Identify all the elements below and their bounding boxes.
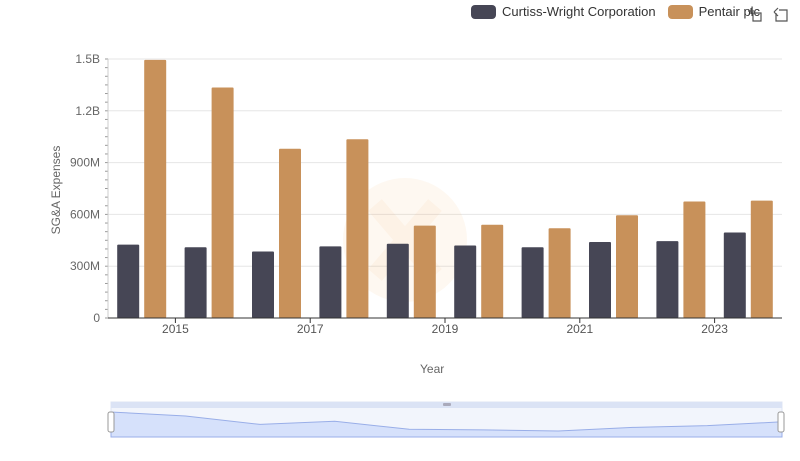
legend: Curtiss-Wright Corporation Pentair plc <box>471 4 772 19</box>
x-tick-label: 2021 <box>566 322 593 336</box>
legend-label-curtiss-wright: Curtiss-Wright Corporation <box>502 4 656 19</box>
zoom-icon[interactable] <box>747 7 763 23</box>
y-tick-label: 1.5B <box>75 52 100 66</box>
bar-pentair-2020[interactable] <box>548 228 571 318</box>
reset-zoom-icon[interactable] <box>773 7 789 23</box>
y-tick-label: 1.2B <box>75 104 100 118</box>
bar-pentair-2021[interactable] <box>616 215 638 318</box>
y-axis-title: SG&A Expenses <box>49 145 63 235</box>
bar-curtiss-wright-2014[interactable] <box>117 244 140 318</box>
y-axis: 0 300M 600M 900M 1.2B 1.5B <box>70 52 109 325</box>
bar-pentair-2018[interactable] <box>413 225 436 318</box>
bar-pentair-2023[interactable] <box>750 200 773 318</box>
y-tick-label: 600M <box>70 207 100 221</box>
y-tick-label: 0 <box>93 311 100 325</box>
bar-pentair-2016[interactable] <box>279 148 301 318</box>
bar-curtiss-wright-2018[interactable] <box>386 243 409 318</box>
legend-label-pentair: Pentair plc <box>698 4 761 19</box>
x-tick-label: 2017 <box>297 322 324 336</box>
navigator-left-handle[interactable] <box>107 411 115 433</box>
x-tick-label: 2015 <box>162 322 189 336</box>
bar-curtiss-wright-2023[interactable] <box>723 232 746 318</box>
bar-pentair-2015[interactable] <box>211 87 234 319</box>
legend-item-curtiss-wright[interactable]: Curtiss-Wright Corporation <box>471 4 656 19</box>
x-axis: 2015 2017 2019 2021 2023 <box>108 317 782 336</box>
bar-curtiss-wright-2016[interactable] <box>252 251 274 318</box>
bars <box>117 59 773 319</box>
navigator-right-handle[interactable] <box>777 411 785 433</box>
x-tick-label: 2019 <box>432 322 459 336</box>
bar-pentair-2017[interactable] <box>346 139 369 318</box>
bar-curtiss-wright-2017[interactable] <box>319 246 342 318</box>
y-tick-label: 900M <box>70 156 100 170</box>
bar-curtiss-wright-2021[interactable] <box>589 242 611 318</box>
bar-pentair-2022[interactable] <box>683 201 706 318</box>
bar-pentair-2014[interactable] <box>144 59 167 318</box>
bar-curtiss-wright-2022[interactable] <box>656 241 679 318</box>
legend-item-pentair[interactable]: Pentair plc <box>667 4 761 19</box>
legend-swatch-curtiss-wright <box>471 4 496 19</box>
x-tick-label: 2023 <box>701 322 728 336</box>
bar-pentair-2019[interactable] <box>481 224 504 318</box>
bar-curtiss-wright-2020[interactable] <box>521 247 544 318</box>
x-axis-title: Year <box>420 362 445 376</box>
navigator[interactable] <box>107 401 785 438</box>
legend-swatch-pentair <box>667 4 693 19</box>
bar-curtiss-wright-2019[interactable] <box>454 245 477 318</box>
y-tick-label: 300M <box>70 259 100 273</box>
bar-curtiss-wright-2015[interactable] <box>184 247 207 318</box>
